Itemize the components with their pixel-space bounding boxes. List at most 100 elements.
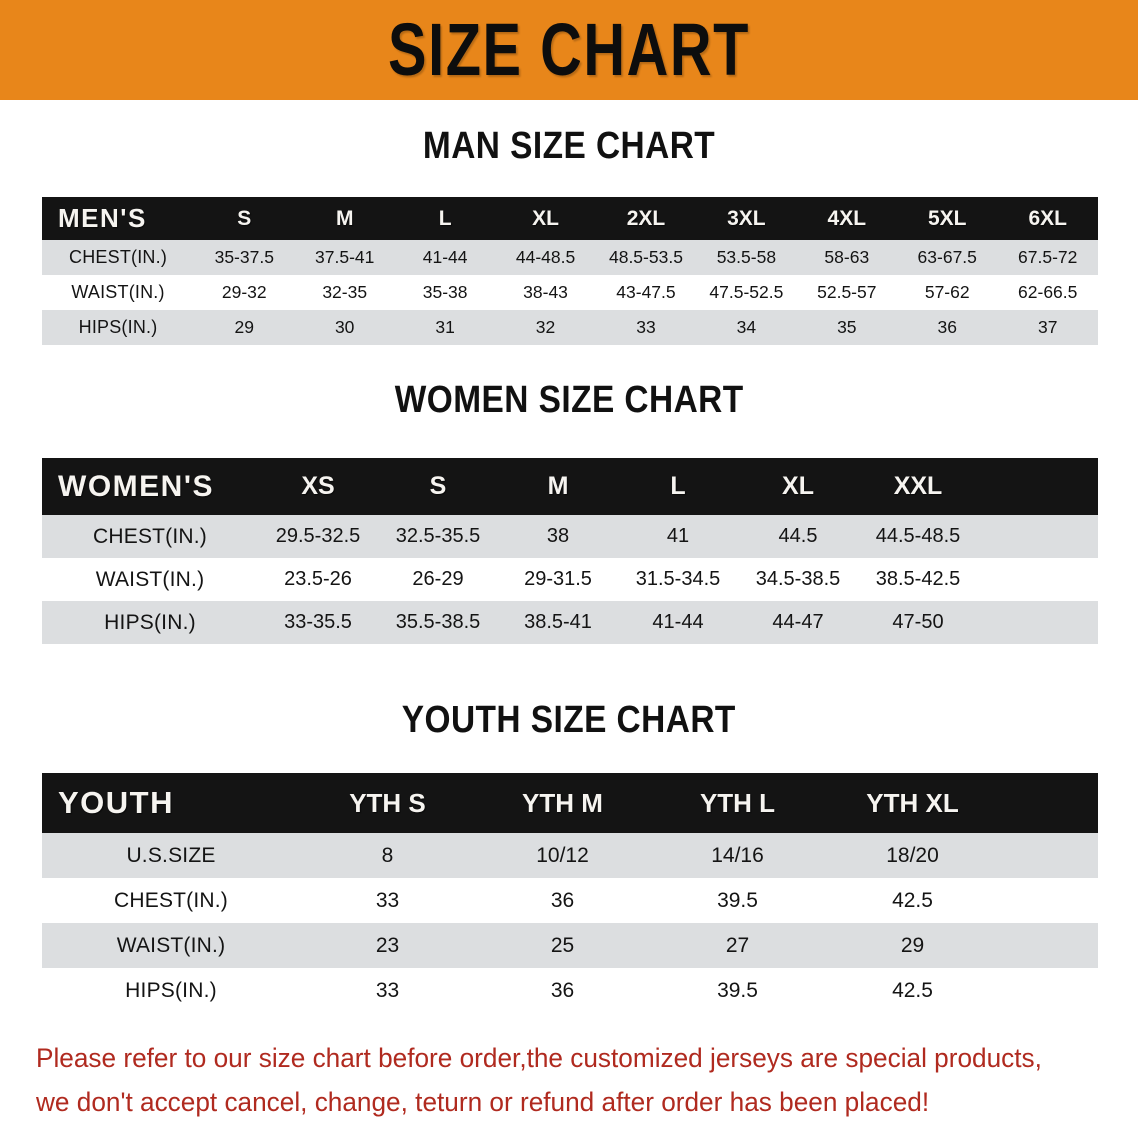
women-chest-l: 41 <box>666 525 690 547</box>
women-section-title-text: WOMEN SIZE CHART <box>394 379 744 421</box>
men-hips-6xl: 37 <box>1037 317 1058 337</box>
women-row-label-chest: CHEST(IN.) <box>93 524 207 548</box>
table-row: U.S.SIZE 8 10/12 14/16 18/20 <box>42 833 1098 878</box>
women-col-header-m: M <box>547 472 569 500</box>
youth-ussize-l: 14/16 <box>711 843 764 867</box>
women-col-header-xxl: XXL <box>893 472 943 500</box>
table-row: CHEST(IN.) 35-37.5 37.5-41 41-44 44-48.5… <box>42 240 1098 275</box>
women-row-label-hips: HIPS(IN.) <box>104 610 196 634</box>
men-waist-6xl: 62-66.5 <box>1018 282 1078 302</box>
men-col-header-m: M <box>335 206 354 230</box>
women-waist-xl: 34.5-38.5 <box>755 568 841 590</box>
women-chest-s: 32.5-35.5 <box>395 525 481 547</box>
table-row: HIPS(IN.) 33-35.5 35.5-38.5 38.5-41 41-4… <box>42 601 1098 644</box>
women-corner-label: WOMEN'S <box>58 469 214 503</box>
women-chest-m: 38 <box>546 525 570 547</box>
youth-hips-s: 33 <box>375 978 400 1002</box>
men-waist-2xl: 43-47.5 <box>616 282 676 302</box>
men-chest-4xl: 58-63 <box>824 247 870 267</box>
women-col-header-xs: XS <box>301 472 335 500</box>
women-waist-s: 26-29 <box>412 568 464 590</box>
youth-hips-spacer <box>1000 968 1098 1013</box>
men-waist-4xl: 52.5-57 <box>817 282 877 302</box>
men-hips-xl: 32 <box>535 317 556 337</box>
women-col-header-s: S <box>429 472 447 500</box>
men-hips-l: 31 <box>435 317 455 337</box>
women-waist-spacer <box>978 558 1098 601</box>
women-row-label-waist: WAIST(IN.) <box>95 567 205 591</box>
men-chest-6xl: 67.5-72 <box>1018 247 1078 267</box>
women-chest-xl: 44.5 <box>778 525 818 547</box>
men-col-header-s: S <box>237 206 252 230</box>
men-size-table: MEN'S S M L XL 2XL 3XL 4XL 5XL 6XL CHEST… <box>42 197 1098 345</box>
youth-section-title: YOUTH SIZE CHART <box>0 698 1138 742</box>
men-col-header-5xl: 5XL <box>927 206 967 230</box>
youth-table-body: U.S.SIZE 8 10/12 14/16 18/20 CHEST(IN.) … <box>42 833 1098 1013</box>
table-row: WAIST(IN.) 29-32 32-35 35-38 38-43 43-47… <box>42 275 1098 310</box>
youth-hips-l: 39.5 <box>717 978 758 1002</box>
youth-waist-m: 25 <box>550 933 575 957</box>
men-table-body: CHEST(IN.) 35-37.5 37.5-41 41-44 44-48.5… <box>42 240 1098 345</box>
men-row-label-hips: HIPS(IN.) <box>78 317 158 337</box>
women-hips-xxl: 47-50 <box>892 611 944 633</box>
youth-hips-xl: 42.5 <box>892 978 933 1002</box>
youth-chest-s: 33 <box>375 888 400 912</box>
banner-title: SIZE CHART <box>388 8 750 91</box>
youth-table-head: YOUTH YTH S YTH M YTH L YTH XL <box>42 773 1098 833</box>
youth-section-title-text: YOUTH SIZE CHART <box>401 699 737 741</box>
men-col-header-6xl: 6XL <box>1028 206 1067 230</box>
women-hips-s: 35.5-38.5 <box>395 611 481 633</box>
men-chest-2xl: 48.5-53.5 <box>608 247 683 267</box>
page-banner: SIZE CHART <box>0 0 1138 100</box>
youth-chest-l: 39.5 <box>717 888 758 912</box>
youth-row-label-chest: CHEST(IN.) <box>114 888 228 912</box>
women-table-body: CHEST(IN.) 29.5-32.5 32.5-35.5 38 41 44.… <box>42 515 1098 644</box>
youth-ussize-m: 10/12 <box>536 843 589 867</box>
women-waist-xs: 23.5-26 <box>284 568 352 590</box>
women-table-head: WOMEN'S XS S M L XL XXL <box>42 458 1098 515</box>
men-chest-s: 35-37.5 <box>214 247 274 267</box>
youth-header-spacer <box>1000 773 1098 833</box>
youth-waist-spacer <box>1000 923 1098 968</box>
men-waist-xl: 38-43 <box>523 282 568 302</box>
men-chest-m: 37.5-41 <box>315 247 375 267</box>
women-size-table: WOMEN'S XS S M L XL XXL CHEST(IN.) 29.5-… <box>42 458 1098 644</box>
youth-chest-xl: 42.5 <box>892 888 933 912</box>
youth-ussize-s: 8 <box>381 843 394 867</box>
table-row: CHEST(IN.) 33 36 39.5 42.5 <box>42 878 1098 923</box>
men-col-header-3xl: 3XL <box>727 206 766 230</box>
women-section-title: WOMEN SIZE CHART <box>0 378 1138 422</box>
women-hips-xl: 44-47 <box>772 611 824 633</box>
table-row: HIPS(IN.) 29 30 31 32 33 34 35 36 37 <box>42 310 1098 345</box>
women-col-header-xl: XL <box>782 472 814 500</box>
youth-waist-s: 23 <box>375 933 400 957</box>
men-table-head: MEN'S S M L XL 2XL 3XL 4XL 5XL 6XL <box>42 197 1098 240</box>
disclaimer-line-1: Please refer to our size chart before or… <box>36 1043 1042 1073</box>
women-waist-m: 29-31.5 <box>524 568 592 590</box>
youth-col-header-l: YTH L <box>699 787 776 818</box>
men-hips-m: 30 <box>334 317 355 337</box>
women-hips-spacer <box>978 601 1098 644</box>
table-row: CHEST(IN.) 29.5-32.5 32.5-35.5 38 41 44.… <box>42 515 1098 558</box>
men-hips-3xl: 34 <box>736 317 757 337</box>
men-chest-5xl: 63-67.5 <box>917 247 977 267</box>
men-hips-2xl: 33 <box>636 317 656 337</box>
youth-corner-label: YOUTH <box>58 785 174 820</box>
youth-chest-m: 36 <box>550 888 575 912</box>
youth-ussize-spacer <box>1000 833 1098 878</box>
men-waist-5xl: 57-62 <box>924 282 970 302</box>
men-col-header-4xl: 4XL <box>827 206 867 230</box>
youth-size-table: YOUTH YTH S YTH M YTH L YTH XL U.S.SIZE … <box>42 773 1098 1013</box>
women-chest-xs: 29.5-32.5 <box>275 525 361 547</box>
youth-header-row: YOUTH YTH S YTH M YTH L YTH XL <box>42 773 1098 833</box>
women-waist-xxl: 38.5-42.5 <box>875 568 961 590</box>
youth-row-label-waist: WAIST(IN.) <box>116 933 226 957</box>
men-hips-4xl: 35 <box>837 317 857 337</box>
youth-hips-m: 36 <box>550 978 575 1002</box>
women-chest-spacer <box>978 515 1098 558</box>
youth-col-header-xl: YTH XL <box>866 787 959 818</box>
women-header-spacer <box>978 458 1098 515</box>
men-col-header-2xl: 2XL <box>626 206 666 230</box>
men-waist-s: 29-32 <box>221 282 267 302</box>
